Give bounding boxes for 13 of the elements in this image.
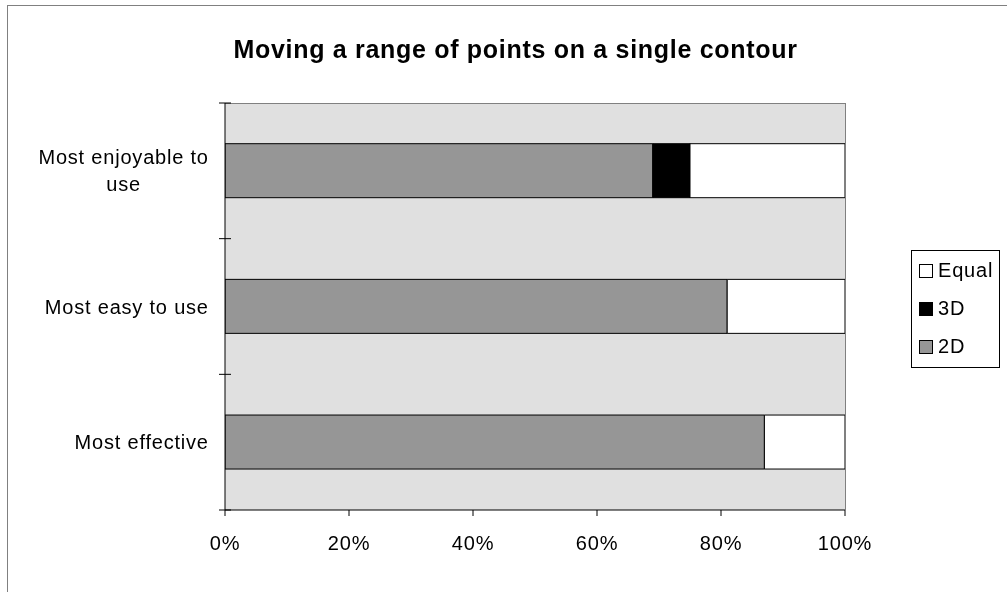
chart-title: Moving a range of points on a single contour — [233, 35, 798, 63]
legend-label: 3D — [938, 297, 966, 319]
y-tick-label: Most easy to use — [44, 295, 209, 318]
legend-label: 2D — [938, 335, 966, 357]
x-tick-label: 80% — [699, 532, 743, 555]
x-tick-label: 100% — [817, 532, 873, 555]
x-tick-label: 0% — [209, 532, 241, 555]
legend-label: Equal — [938, 259, 994, 281]
x-tick-label: 40% — [451, 532, 495, 555]
y-tick-label: Most effective — [74, 431, 209, 454]
x-tick-label: 20% — [327, 532, 371, 555]
x-tick-label: 60% — [575, 532, 619, 555]
y-tick-label: Most enjoyable to use — [38, 146, 209, 196]
